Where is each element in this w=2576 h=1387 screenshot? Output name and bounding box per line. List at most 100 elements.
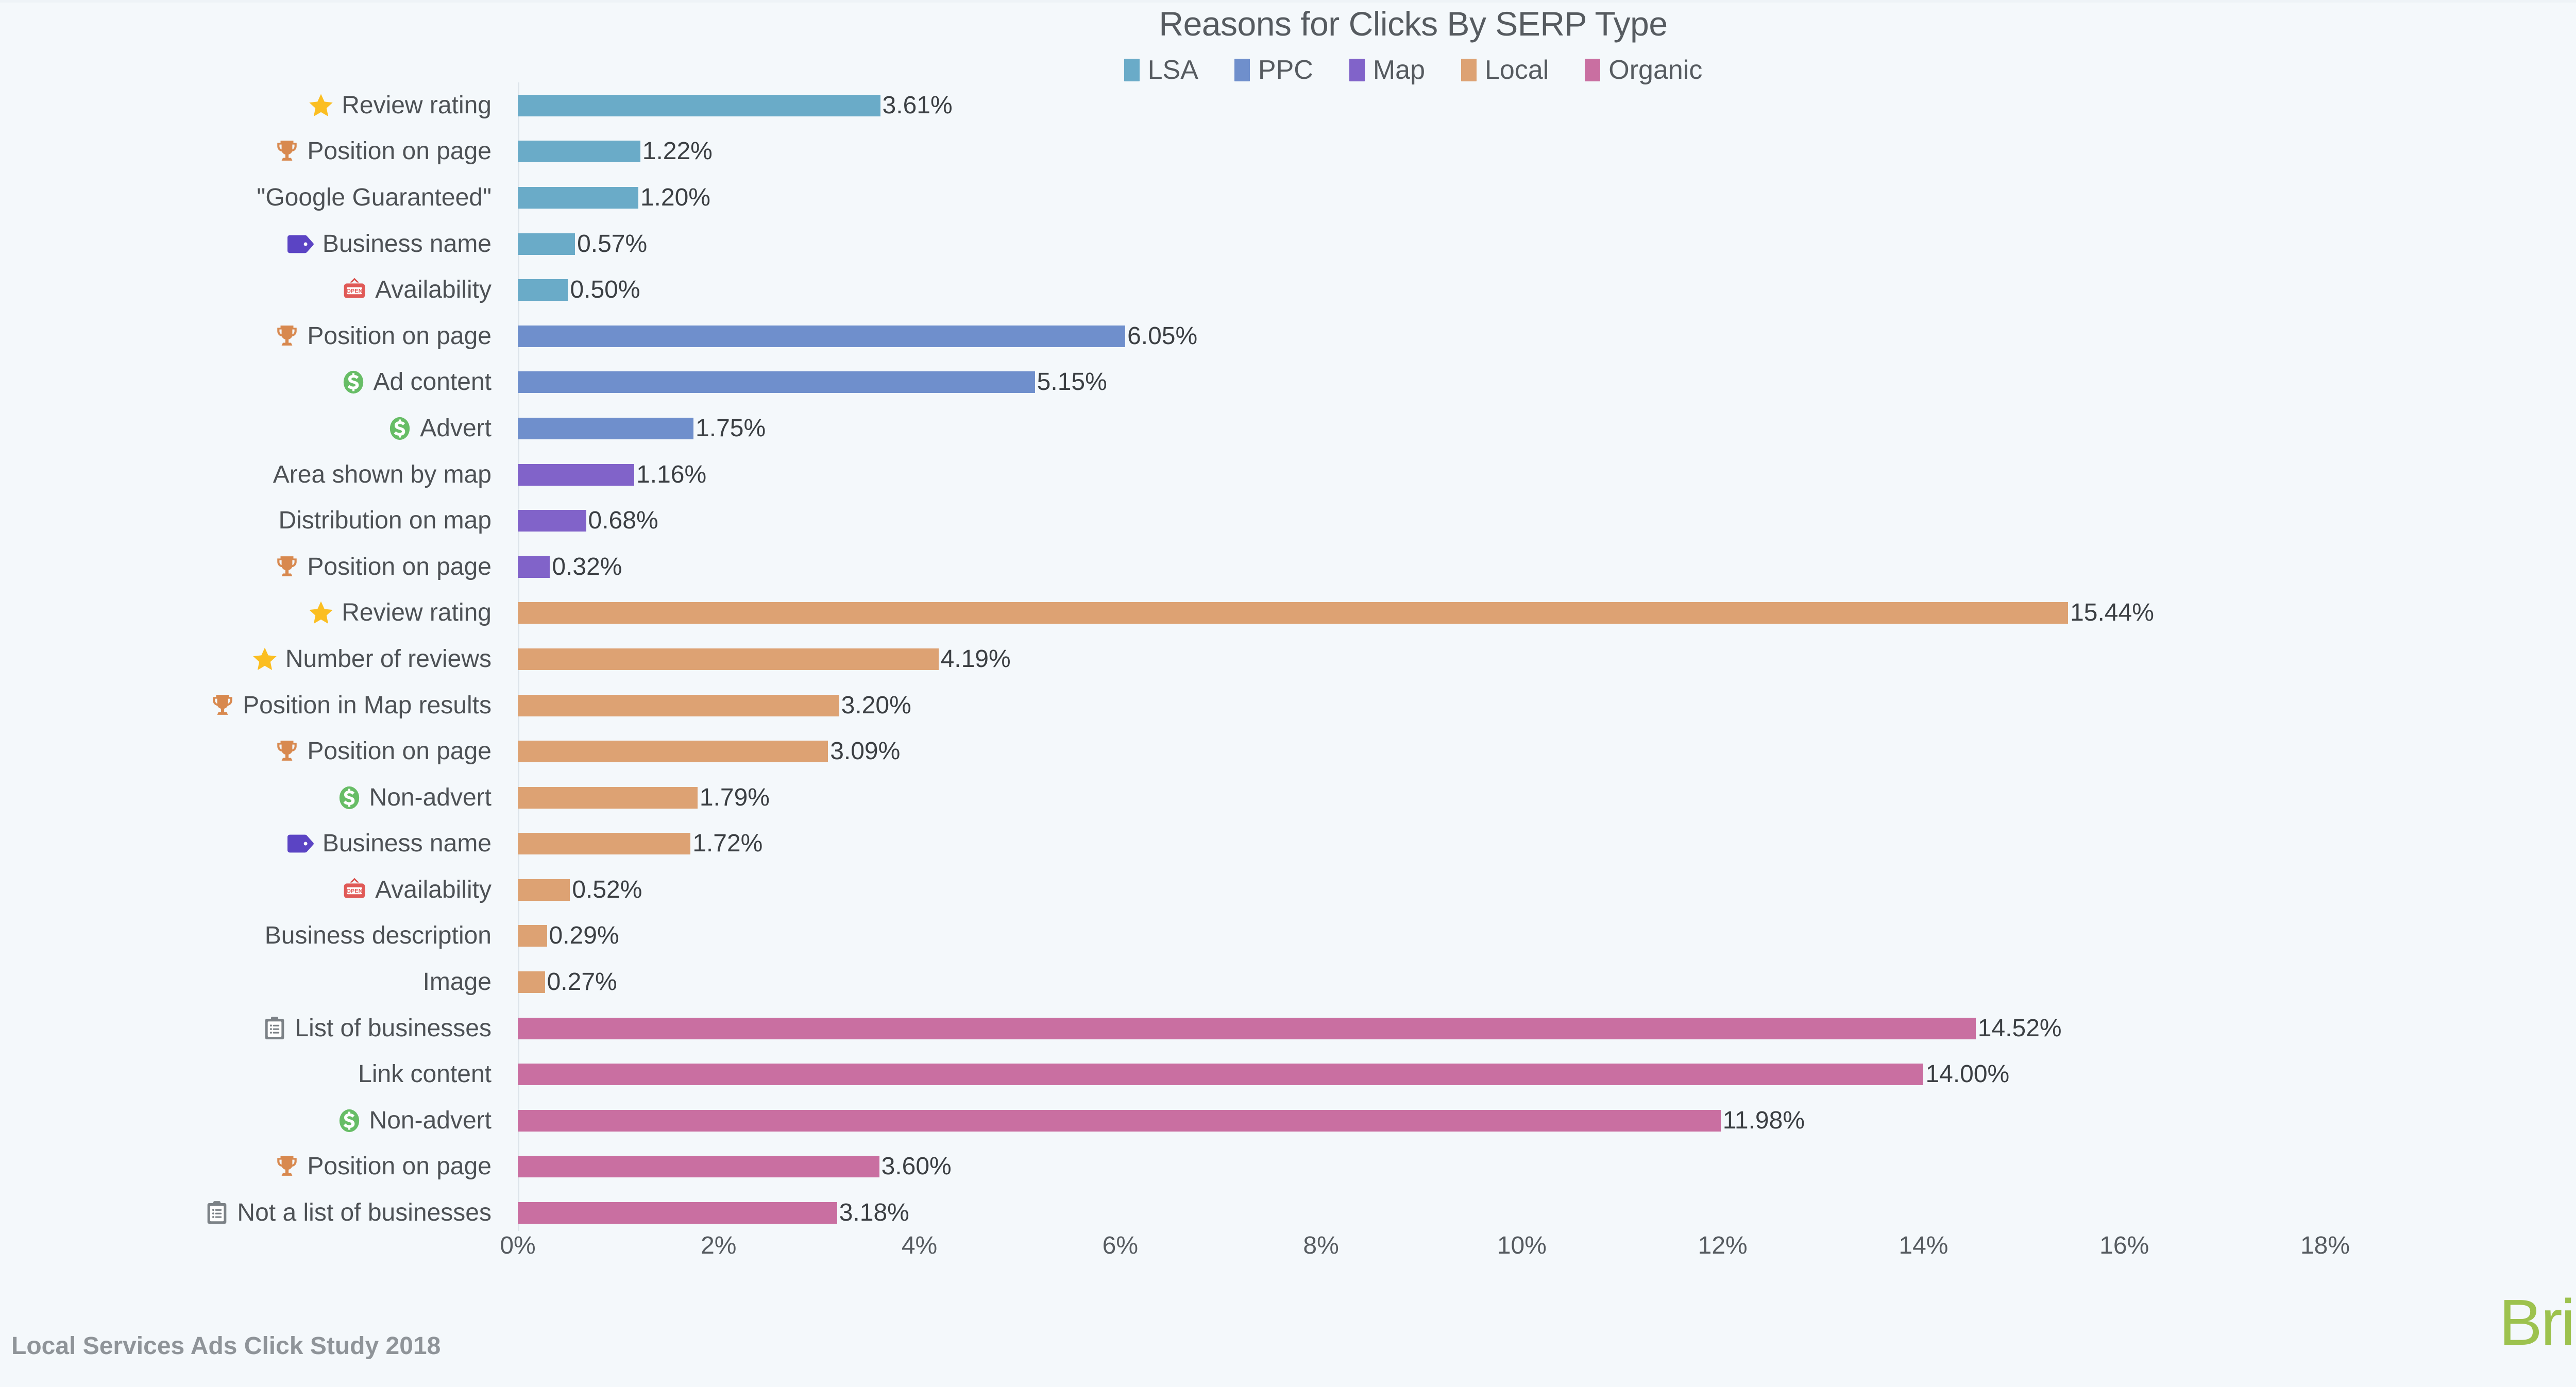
bar-row[interactable]: Image 0.27% <box>0 959 2576 1005</box>
bar-local[interactable] <box>518 925 547 947</box>
open-sign-icon: OPEN <box>344 878 365 898</box>
bar-row[interactable]: Non-advert 11.98% <box>0 1098 2576 1144</box>
bar-value-label: 3.20% <box>841 691 911 719</box>
bar-container: 15.44% <box>518 590 2154 637</box>
bar-value-label: 0.32% <box>552 553 622 580</box>
bar-row-label: Non-advert <box>0 1108 492 1134</box>
bar-local[interactable] <box>518 971 545 994</box>
bar-row[interactable]: Review rating 15.44% <box>0 590 2576 637</box>
bar-row[interactable]: Position on page 1.22% <box>0 129 2576 175</box>
bar-container: 14.00% <box>518 1051 2009 1098</box>
bar-container: 0.57% <box>518 221 647 267</box>
bar-row[interactable]: "Google Guaranteed" 1.20% <box>0 175 2576 221</box>
bar-value-label: 14.00% <box>1925 1060 2010 1088</box>
bar-lsa[interactable] <box>518 279 568 301</box>
legend-item-map[interactable]: Map <box>1349 57 1425 83</box>
bar-lsa[interactable] <box>518 141 640 163</box>
bar-category-label: Position on page <box>307 322 492 350</box>
bar-row-label: Position on page <box>0 1154 492 1179</box>
dollar-icon <box>343 371 363 394</box>
bar-row-label: Number of reviews <box>0 646 492 673</box>
svg-text:OPEN: OPEN <box>346 888 362 895</box>
logo-bright-text: Bright <box>2499 1286 2576 1359</box>
svg-text:OPEN: OPEN <box>346 288 362 295</box>
bar-value-label: 3.09% <box>830 738 901 765</box>
bar-row-label: Ad content <box>0 369 492 395</box>
bar-category-label: Availability <box>375 876 492 903</box>
legend-label-map: Map <box>1372 55 1425 85</box>
bar-organic[interactable] <box>518 1064 1924 1086</box>
bar-map[interactable] <box>518 510 586 532</box>
bar-row[interactable]: Business name 1.72% <box>0 821 2576 867</box>
bar-container: 1.16% <box>518 452 706 498</box>
bar-container: 4.19% <box>518 636 1011 682</box>
bar-lsa[interactable] <box>518 233 575 255</box>
legend-item-ppc[interactable]: PPC <box>1234 57 1313 83</box>
bar-category-label: Position on page <box>307 1153 492 1180</box>
bar-row[interactable]: Number of reviews 4.19% <box>0 636 2576 682</box>
bar-row-label: Position on page <box>0 554 492 580</box>
legend-item-lsa[interactable]: LSA <box>1124 57 1198 83</box>
bar-local[interactable] <box>518 741 828 763</box>
bar-row[interactable]: Position on page 6.05% <box>0 313 2576 359</box>
bar-container: 0.68% <box>518 498 658 544</box>
bar-lsa[interactable] <box>518 186 638 209</box>
bar-row[interactable]: Position in Map results 3.20% <box>0 682 2576 729</box>
brightlocal-logo: BrightLocal <box>2499 1290 2576 1355</box>
bar-row[interactable]: Position on page 3.60% <box>0 1144 2576 1190</box>
bar-map[interactable] <box>518 464 635 486</box>
bar-row[interactable]: Not a list of businesses 3.18% <box>0 1190 2576 1236</box>
bar-local[interactable] <box>518 694 839 716</box>
bar-organic[interactable] <box>518 1156 879 1178</box>
bar-row[interactable]: Review rating 3.61% <box>0 82 2576 129</box>
bar-row[interactable]: List of businesses 14.52% <box>0 1005 2576 1052</box>
bar-container: 6.05% <box>518 313 1197 359</box>
bar-local[interactable] <box>518 602 2069 624</box>
bar-lsa[interactable] <box>518 94 880 116</box>
bar-row-label: Review rating <box>0 600 492 626</box>
tag-icon <box>287 834 314 853</box>
trophy-icon <box>277 1156 297 1176</box>
bar-row[interactable]: Area shown by map 1.16% <box>0 452 2576 498</box>
bar-row[interactable]: Ad content 5.15% <box>0 359 2576 406</box>
bar-local[interactable] <box>518 879 570 901</box>
bar-category-label: Position on page <box>307 738 492 765</box>
footer-note: Local Services Ads Click Study 2018 <box>11 1332 441 1360</box>
bar-ppc[interactable] <box>518 325 1126 347</box>
bar-row[interactable]: Advert 1.75% <box>0 405 2576 452</box>
bar-category-label: Availability <box>375 276 492 304</box>
bar-local[interactable] <box>518 648 939 670</box>
bar-local[interactable] <box>518 786 698 809</box>
bar-row[interactable]: OPEN Availability 0.50% <box>0 267 2576 313</box>
bar-row[interactable]: Position on page 0.32% <box>0 544 2576 590</box>
bar-organic[interactable] <box>518 1109 1721 1132</box>
bar-row-label: Advert <box>0 416 492 441</box>
bar-container: 14.52% <box>518 1005 2062 1052</box>
bar-container: 1.20% <box>518 175 710 221</box>
bar-row[interactable]: Business description 0.29% <box>0 913 2576 960</box>
bar-row[interactable]: OPEN Availability 0.52% <box>0 867 2576 913</box>
star-icon <box>253 647 277 670</box>
bar-map[interactable] <box>518 556 550 578</box>
star-icon <box>309 601 333 624</box>
bar-row[interactable]: Distribution on map 0.68% <box>0 498 2576 544</box>
legend-item-organic[interactable]: Organic <box>1585 57 1702 83</box>
trophy-icon <box>277 741 297 761</box>
dollar-icon <box>339 1109 359 1132</box>
bar-row[interactable]: Link content 14.00% <box>0 1051 2576 1098</box>
bar-value-label: 4.19% <box>940 645 1011 673</box>
bar-ppc[interactable] <box>518 417 694 439</box>
legend-item-local[interactable]: Local <box>1461 57 1549 83</box>
x-axis-tick: 12% <box>1698 1232 1748 1259</box>
bar-row-label: Business name <box>0 231 492 256</box>
bar-row[interactable]: Business name 0.57% <box>0 221 2576 267</box>
bar-row[interactable]: Position on page 3.09% <box>0 728 2576 775</box>
bar-local[interactable] <box>518 833 691 855</box>
bar-value-label: 0.57% <box>577 230 648 258</box>
bar-organic[interactable] <box>518 1017 1976 1039</box>
bar-ppc[interactable] <box>518 371 1035 393</box>
bar-row[interactable]: Non-advert 1.79% <box>0 775 2576 821</box>
bar-organic[interactable] <box>518 1202 837 1224</box>
bar-row-label: OPEN Availability <box>0 277 492 303</box>
bar-row-label: Area shown by map <box>0 462 492 487</box>
